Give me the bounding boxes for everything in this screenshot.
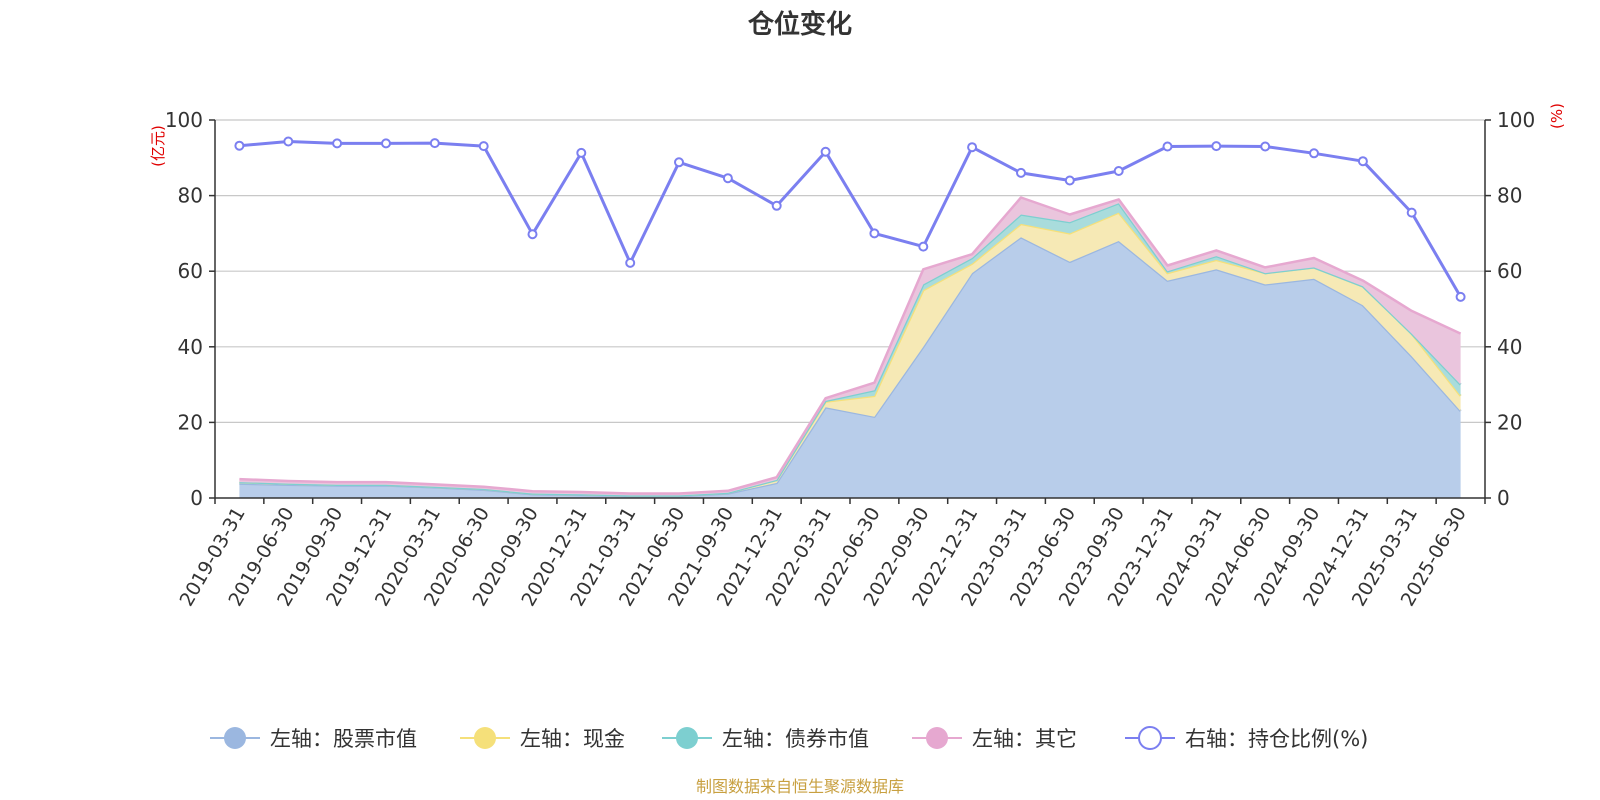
ratio-point [820,146,831,157]
legend-label: 左轴：股票市值 [270,727,417,751]
ratio-point [332,138,343,149]
left-y-tick-label: 20 [178,410,203,434]
area-line-左轴：其它 [239,196,1462,495]
right-y-tick-label: 40 [1497,335,1522,359]
ratio-point [1455,291,1466,302]
ratio-point [722,173,733,184]
chart-title: 仓位变化 [747,9,852,40]
right-y-tick-label: 20 [1497,410,1522,434]
left-y-tick-label: 40 [178,335,203,359]
ratio-line-series [234,136,1466,302]
ratio-point [429,138,440,149]
y-tick-labels: 0 0 20 20 40 40 60 60 80 80 100 100 [165,108,1535,510]
ratio-point [234,140,245,151]
ratio-point [381,138,391,149]
left-y-tick-label: 100 [165,108,203,132]
right-y-tick-label: 0 [1497,486,1510,510]
ratio-point [625,257,636,268]
source-note: 制图数据来自恒生聚源数据库 [696,777,904,796]
right-y-tick-label: 100 [1497,108,1535,132]
legend-marker [474,727,496,749]
legend: 左轴：股票市值 左轴：现金 左轴：债券市值 左轴：其它 右轴：持仓比例(%) [210,726,1368,751]
left-y-tick-label: 0 [190,486,203,510]
area-左轴：股票市值 [239,237,1461,498]
ratio-point [1406,207,1417,218]
ratio-point [576,147,587,158]
legend-label: 左轴：其它 [972,727,1077,751]
left-y-tick-label: 80 [178,184,203,208]
right-y-tick-label: 80 [1497,184,1522,208]
legend-marker [676,727,698,749]
ratio-point [1211,141,1222,152]
right-axis-unit: (%) [1548,103,1566,129]
legend-label: 右轴：持仓比例(%) [1185,727,1368,751]
area-series [239,196,1462,498]
ratio-point [1016,167,1026,178]
legend-marker [224,727,246,749]
ratio-point [771,200,782,211]
left-y-tick-label: 60 [178,259,203,283]
ratio-point [1357,156,1368,167]
ratio-point [1162,141,1173,152]
legend-marker [1138,726,1162,750]
ratio-point [967,142,978,153]
legend-label: 左轴：债券市值 [722,727,869,751]
legend-label: 左轴：现金 [520,727,625,751]
ratio-point [918,241,929,252]
ratio-point [283,136,294,147]
ratio-point [1309,148,1319,159]
ratio-point [1260,141,1271,152]
ratio-point [527,229,538,240]
ratio-point [1064,175,1075,186]
ratio-point [869,228,880,239]
right-y-tick-label: 60 [1497,259,1522,283]
left-axis-unit: (亿元) [149,125,167,167]
x-tick-labels: 2019-03-312019-06-302019-09-302019-12-31… [175,504,1470,611]
legend-marker [926,727,948,749]
ratio-line [239,140,1462,298]
axes [209,119,1491,504]
ratio-point [478,141,489,152]
ratio-point [674,157,684,168]
ratio-point [1113,166,1124,176]
